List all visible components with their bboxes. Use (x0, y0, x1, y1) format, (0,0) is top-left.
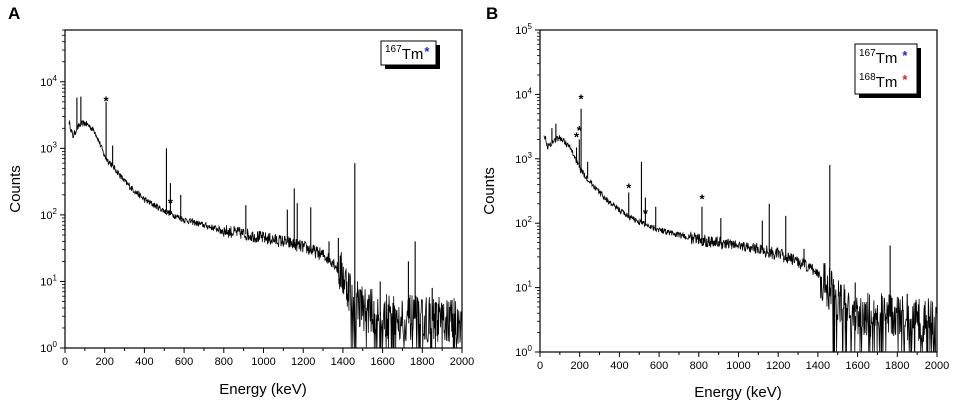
panel-b-y-tick-label: 105 (515, 22, 532, 37)
panel-a-y-tick-label: 102 (40, 207, 57, 222)
panel-b-peak-marker: * (699, 192, 705, 207)
panel-a-y-axis: 100 101 102 103 104 (40, 29, 65, 355)
panel-a-x-tick-label: 800 (215, 356, 233, 368)
panel-b-x-tick-label: 0 (537, 360, 543, 372)
panel-b-legend-box (854, 43, 918, 95)
panel-a-x-tick-label: 0 (62, 356, 68, 368)
panel-b-peak-marker: * (577, 123, 583, 138)
panel-b-y-tick-label: 100 (515, 344, 532, 359)
panel-a-x-axis-title: Energy (keV) (219, 381, 307, 398)
panel-b-y-tick-label: 101 (515, 280, 532, 295)
panel-b-peak-marker: * (626, 181, 632, 196)
panel-a-label: A (8, 4, 20, 23)
panel-a-legend-label: 167Tm* (385, 44, 430, 63)
panel-a-spectrum (68, 96, 463, 349)
panel-b-x-tick-label: 400 (610, 360, 628, 372)
panel-a-legend-symbol: Tm (402, 46, 424, 63)
panel-b-legend-label-168: 168Tm * (859, 72, 908, 91)
panel-a-peak-marker: * (104, 94, 110, 109)
panel-b-continuum (543, 135, 938, 353)
panel-b-spectrum (543, 108, 938, 353)
panel-a-plot-frame (64, 29, 463, 349)
panel-a-x-tick-label: 2000 (450, 356, 474, 368)
panel-b-peak-marker: * (579, 91, 585, 106)
panel-b-legend: 167Tm * 168Tm * (854, 43, 921, 98)
panel-b-legend-mass-168: 168 (859, 72, 876, 83)
panel-b-x-tick-label: 1800 (885, 360, 909, 372)
panel-b-x-axis: 0 200 400 600 800 1000 1200 1400 1600 1800 2000 (537, 352, 949, 372)
panel-b-peak-marker: * (574, 130, 580, 145)
panel-b-peak-marker: * (643, 206, 649, 221)
panel-a-legend-marker: * (424, 44, 430, 59)
panel-b-y-tick-label: 102 (515, 215, 532, 230)
panel-a-y-tick-label: 101 (40, 273, 57, 288)
panel-b-label: B (486, 4, 498, 23)
panel-a-y-axis-title: Counts (7, 165, 24, 213)
panel-b-y-tick-label: 103 (515, 151, 532, 166)
panel-a-x-tick-label: 1400 (331, 356, 355, 368)
panel-a-y-tick-label: 100 (40, 340, 57, 355)
panel-a-x-tick-label: 600 (175, 356, 193, 368)
panel-a-peak-marker: * (168, 195, 174, 210)
panel-b-chart: 0 200 400 600 800 1000 1200 1400 1600 1800 2000 10… (481, 22, 949, 401)
panel-a-x-tick-label: 1800 (410, 356, 434, 368)
panel-b-legend-symbol-168: Tm (876, 74, 898, 91)
panel-b-x-tick-label: 1200 (766, 360, 790, 372)
panel-a-legend-mass: 167 (385, 44, 402, 55)
panel-a-x-tick-label: 200 (96, 356, 114, 368)
panel-b-x-axis-title: Energy (keV) (694, 384, 782, 401)
panel-a-x-axis: 0 200 400 600 800 1000 1200 1400 1600 1800 2000 (62, 348, 474, 368)
panel-b-legend-marker-167: * (902, 48, 908, 63)
panel-b-x-tick-label: 1000 (726, 360, 750, 372)
panel-b-y-axis-title: Counts (481, 167, 498, 215)
panel-a-y-tick-label: 104 (40, 74, 57, 89)
panel-b-y-tick-label: 104 (515, 86, 532, 101)
panel-b-legend-symbol-167: Tm (876, 50, 898, 67)
panel-b-legend-mass-167: 167 (859, 48, 876, 59)
panel-a-legend-box (380, 40, 437, 66)
panel-b-x-tick-label: 2000 (925, 360, 949, 372)
panel-a-x-tick-label: 400 (135, 356, 153, 368)
panel-a-legend: 167Tm* (380, 40, 440, 69)
panel-a-x-tick-label: 1200 (291, 356, 315, 368)
panel-b-x-tick-label: 800 (690, 360, 708, 372)
panel-b-x-tick-label: 1600 (845, 360, 869, 372)
panel-b-legend-label-167: 167Tm * (859, 48, 908, 67)
panel-b-legend-marker-168: * (902, 72, 908, 87)
panel-b-markers: ****** (574, 91, 705, 221)
panel-a-chart: 0 200 400 600 800 1000 1200 1400 1600 1800 2000 10… (7, 29, 474, 398)
panel-a-markers: ** (104, 94, 174, 211)
panel-b-x-tick-label: 1400 (806, 360, 830, 372)
panel-b-x-tick-label: 200 (571, 360, 589, 372)
panel-a-y-tick-label: 103 (40, 140, 57, 155)
panel-b-y-axis: 100 101 102 103 104 105 (515, 22, 540, 359)
panel-a-continuum (68, 119, 463, 349)
panel-a-x-tick-label: 1600 (370, 356, 394, 368)
panel-b-x-tick-label: 600 (650, 360, 668, 372)
panel-a-x-tick-label: 1000 (251, 356, 275, 368)
